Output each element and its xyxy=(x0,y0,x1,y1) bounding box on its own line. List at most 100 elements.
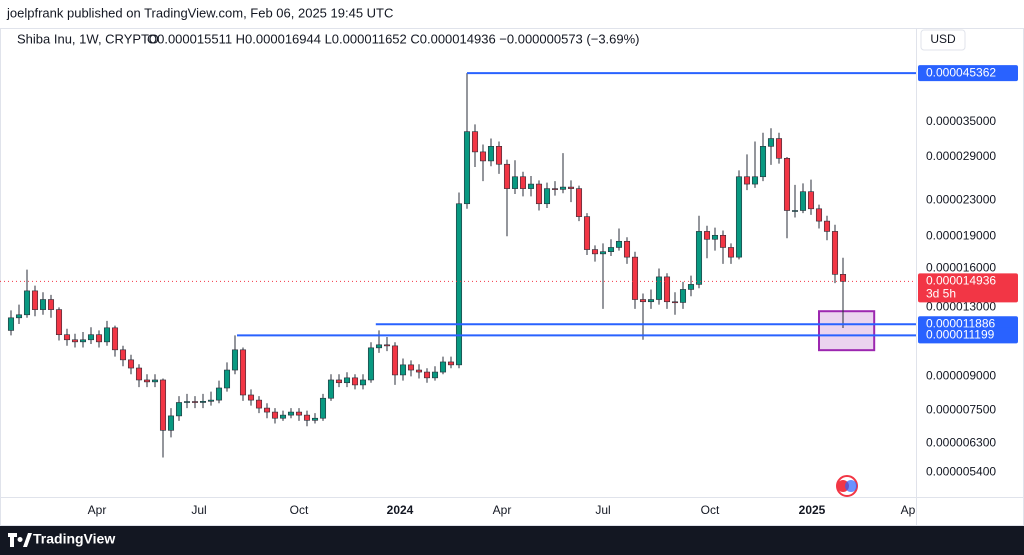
candle-body xyxy=(143,379,151,383)
candle-body xyxy=(559,186,567,190)
candle-body xyxy=(447,361,455,366)
candle-body xyxy=(583,216,591,250)
candle-body xyxy=(215,387,223,401)
candle-body xyxy=(503,163,511,189)
candle-body xyxy=(527,183,535,189)
candle-body xyxy=(367,347,375,381)
candle-body xyxy=(463,131,471,205)
y-tick-label: 0.000019000 xyxy=(926,228,996,242)
candle-body xyxy=(591,249,599,255)
candle-body xyxy=(279,414,287,419)
candle-body xyxy=(703,231,711,240)
candle-body xyxy=(743,176,751,185)
candle-body xyxy=(511,176,519,189)
candle-body xyxy=(783,157,791,211)
candle-body xyxy=(263,407,271,413)
candle-body xyxy=(551,188,559,190)
candle-body xyxy=(831,231,839,275)
highlight-zone xyxy=(818,310,876,352)
candle-body xyxy=(391,345,399,376)
x-tick-label: 2024 xyxy=(387,503,414,517)
candle-body xyxy=(455,203,463,366)
candle-body xyxy=(31,290,39,310)
candle-body xyxy=(231,349,239,371)
candle-body xyxy=(111,327,119,351)
candle-body xyxy=(735,176,743,258)
candle-body xyxy=(807,191,815,210)
price-label-box xyxy=(918,327,1018,344)
candle-body xyxy=(495,146,503,165)
candle-body xyxy=(247,394,255,401)
candle-body xyxy=(663,276,671,303)
candle-body xyxy=(303,414,311,421)
candle-body xyxy=(415,369,423,373)
candle-body xyxy=(615,240,623,248)
candle-body xyxy=(599,251,607,255)
last-price-label: 0.000014936 xyxy=(926,274,996,288)
candle-body xyxy=(167,415,175,431)
candle-body xyxy=(191,401,199,403)
currency-box[interactable] xyxy=(920,29,966,51)
candle-body xyxy=(767,138,775,147)
plot-area: Apr Jul Oct 2024 Apr Jul Oct 2025 Apr xyxy=(0,72,920,517)
candle-body xyxy=(135,367,143,381)
y-tick-label: 0.000009000 xyxy=(926,369,996,383)
candle-body xyxy=(719,234,727,248)
candle-body xyxy=(151,379,159,383)
candle-body xyxy=(815,208,823,222)
candle-body xyxy=(479,151,487,162)
candle-body xyxy=(127,359,135,369)
candle-body xyxy=(407,364,415,371)
ohlc-legend: O0.000015511 H0.000016944 L0.000011652 C… xyxy=(147,31,640,46)
x-tick-label: Oct xyxy=(701,503,720,517)
x-tick-label: Apr xyxy=(493,503,512,517)
candle-body xyxy=(207,399,215,402)
x-tick-label: Apr xyxy=(901,503,920,517)
candle-body xyxy=(655,276,663,300)
candle-body xyxy=(727,247,735,258)
candle-body xyxy=(711,234,719,240)
candle-body xyxy=(567,186,575,189)
candle-body xyxy=(639,299,647,303)
y-tick-label: 0.000035000 xyxy=(926,114,996,128)
candle-body xyxy=(47,299,55,310)
candle-body xyxy=(15,314,23,319)
candle-body xyxy=(79,339,87,343)
brand-name[interactable]: TradingView xyxy=(33,531,115,547)
candle-body xyxy=(327,379,335,399)
candle-body xyxy=(759,146,767,178)
candle-body xyxy=(23,290,31,316)
y-tick-label: 0.000006300 xyxy=(926,435,996,449)
candle-body xyxy=(311,417,319,421)
price-label: 0.000011199 xyxy=(926,328,995,342)
candle-body xyxy=(287,411,295,416)
y-tick-label: 0.000029000 xyxy=(926,149,996,163)
currency[interactable]: USD xyxy=(930,32,956,46)
candle-body xyxy=(55,309,63,336)
candle-body xyxy=(431,371,439,379)
candle-body xyxy=(183,401,191,403)
y-tick-label: 0.000023000 xyxy=(926,193,996,207)
x-tick-label: Oct xyxy=(290,503,309,517)
candle-body xyxy=(175,402,183,417)
candle-body xyxy=(775,138,783,159)
y-tick-label: 0.000013000 xyxy=(926,300,996,314)
candle-body xyxy=(535,183,543,205)
bar-countdown: 3d 5h xyxy=(926,287,956,301)
candle-body xyxy=(103,327,111,343)
candle-body xyxy=(39,299,47,310)
candle-body xyxy=(119,349,127,361)
publisher-line: joelpfrank published on TradingView.com,… xyxy=(6,5,393,20)
candle-body xyxy=(239,349,247,396)
candle-body xyxy=(223,369,231,389)
candle-body xyxy=(199,400,207,403)
candle-body xyxy=(375,344,383,349)
x-tick-label: 2025 xyxy=(799,503,826,517)
candle-body xyxy=(359,379,367,386)
brand-logo[interactable]: TradingView xyxy=(8,531,115,547)
candle-body xyxy=(687,284,695,290)
candle-body xyxy=(799,191,807,211)
candle-body xyxy=(95,334,103,343)
